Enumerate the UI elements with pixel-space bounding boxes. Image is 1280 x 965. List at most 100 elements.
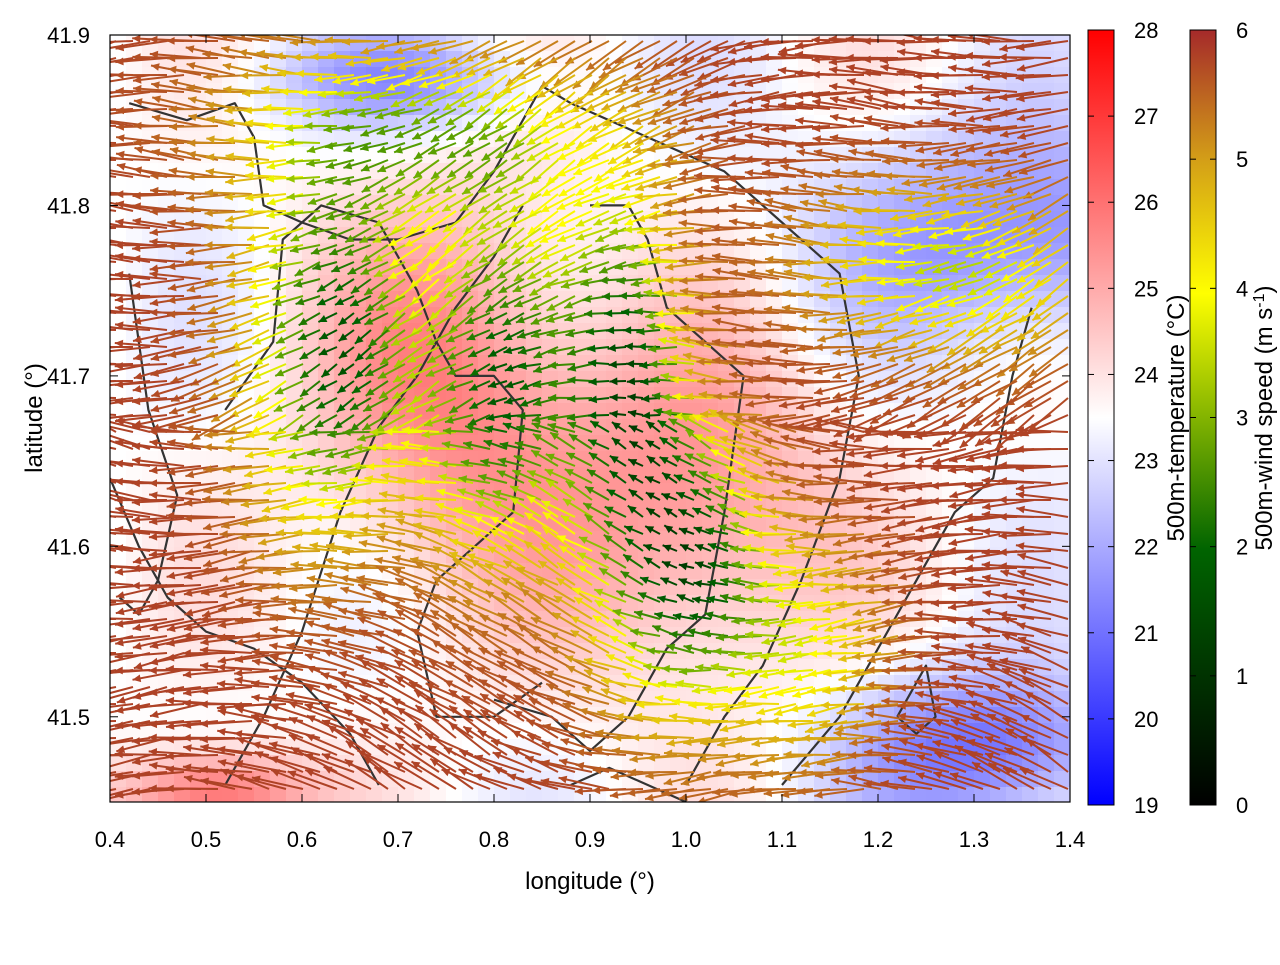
temperature-cell	[318, 499, 335, 516]
temperature-cell	[1038, 83, 1055, 100]
wind-arrow-head	[81, 89, 89, 97]
wind-arrow	[64, 124, 116, 126]
temperature-cell	[414, 339, 431, 356]
wind-arrow	[64, 228, 116, 229]
temperature-cell	[1054, 419, 1071, 436]
temperature-cell	[1054, 499, 1071, 516]
temperature-cell	[1054, 771, 1071, 788]
temperature-cell	[1054, 611, 1071, 628]
temperature-cell	[350, 115, 367, 132]
wind-arrow-head	[64, 303, 73, 311]
wind-arrow	[64, 291, 116, 296]
temperature-cell	[510, 227, 527, 244]
wind-arrow	[64, 347, 116, 352]
temperature-cell	[606, 275, 623, 292]
temperature-cell	[126, 227, 143, 244]
temperature-cell	[862, 211, 879, 228]
temperature-cell	[1054, 467, 1071, 484]
temperature-cell	[590, 275, 607, 292]
temperature-cell	[526, 419, 543, 436]
wind-arrow	[64, 279, 116, 282]
wind-arrow-head	[64, 277, 72, 285]
wind-arrow	[64, 142, 116, 143]
wind-arrow-head	[81, 343, 89, 351]
wind-arrow-head	[99, 117, 108, 125]
temperature-cell	[574, 259, 591, 276]
wind-arrow	[64, 306, 116, 313]
wind-arrow-head	[64, 288, 72, 296]
temperature-cell	[878, 35, 895, 52]
temperature-cell	[318, 355, 335, 372]
wind-arrow-head	[99, 198, 108, 206]
wind-arrow-head	[64, 167, 73, 175]
temperature-cell	[206, 451, 223, 468]
temperature-cell	[462, 355, 479, 372]
wind-arrow-head	[81, 143, 89, 151]
temperature-cell	[110, 275, 127, 292]
temperature-cell	[1038, 467, 1055, 484]
temperature-cell	[1054, 595, 1071, 612]
wind-arrow	[81, 92, 133, 93]
wind-arrow-head	[64, 255, 72, 263]
wind-arrow	[65, 92, 116, 102]
temperature-cell	[926, 131, 943, 148]
wind-arrow	[64, 159, 116, 160]
wind-arrow-head	[64, 236, 73, 244]
temperature-cell	[878, 499, 895, 516]
wind-arrow	[64, 239, 116, 245]
wind-arrow-head	[82, 166, 91, 174]
wind-arrow-head	[82, 233, 91, 241]
temperature-cell	[782, 387, 799, 404]
wind-arrow-head	[98, 270, 106, 278]
wind-arrow	[65, 75, 116, 84]
wind-arrow-head	[98, 154, 106, 162]
wind-arrow-head	[65, 79, 74, 87]
wind-arrow-head	[65, 65, 74, 73]
temperature-cell	[1054, 99, 1071, 116]
temperature-cell	[702, 323, 719, 340]
wind-arrow-head	[98, 309, 106, 317]
wind-arrow-head	[65, 97, 74, 105]
wind-arrow-head	[64, 121, 72, 129]
temperature-cell	[638, 595, 655, 612]
wind-arrow-head	[98, 191, 106, 199]
wind-arrow-head	[64, 138, 72, 146]
temperature-cell	[1054, 83, 1071, 100]
wind-arrow-head	[98, 348, 107, 356]
wind-arrow-head	[98, 238, 106, 246]
temperature-cell	[846, 291, 863, 308]
temperature-cell	[622, 371, 639, 388]
wind-arrow-head	[82, 61, 91, 69]
temperature-cell	[558, 387, 575, 404]
temperature-cell	[926, 35, 943, 52]
temperature-cell	[926, 51, 943, 68]
temperature-cell	[798, 323, 815, 340]
wind-arrow-head	[81, 275, 89, 283]
temperature-cell	[574, 387, 591, 404]
temperature-cell	[590, 371, 607, 388]
temperature-cell	[222, 451, 239, 468]
temperature-cell	[1054, 163, 1071, 180]
wind-arrow-head	[82, 116, 91, 124]
temperature-cell	[302, 131, 319, 148]
temperature-cell	[910, 467, 927, 484]
wind-arrow-head	[98, 323, 106, 331]
temperature-cell	[718, 211, 735, 228]
temperature-cell	[1054, 707, 1071, 724]
wind-arrow-head	[67, 53, 76, 60]
temperature-cell	[574, 451, 591, 468]
wind-arrow-head	[64, 110, 73, 118]
wind-arrow-head	[81, 107, 89, 115]
temperature-cell	[1054, 515, 1071, 532]
wind-arrow	[64, 328, 116, 330]
temperature-cell	[750, 515, 767, 532]
wind-arrow	[65, 58, 116, 71]
temperature-cell	[1054, 259, 1071, 276]
temperature-cell	[318, 291, 335, 308]
wind-arrow-head	[99, 110, 108, 118]
wind-arrow-head	[81, 151, 90, 159]
temperature-cell	[1054, 483, 1071, 500]
temperature-cell	[350, 35, 367, 52]
wind-arrow-head	[81, 321, 90, 329]
wind-arrow-head	[98, 58, 107, 66]
